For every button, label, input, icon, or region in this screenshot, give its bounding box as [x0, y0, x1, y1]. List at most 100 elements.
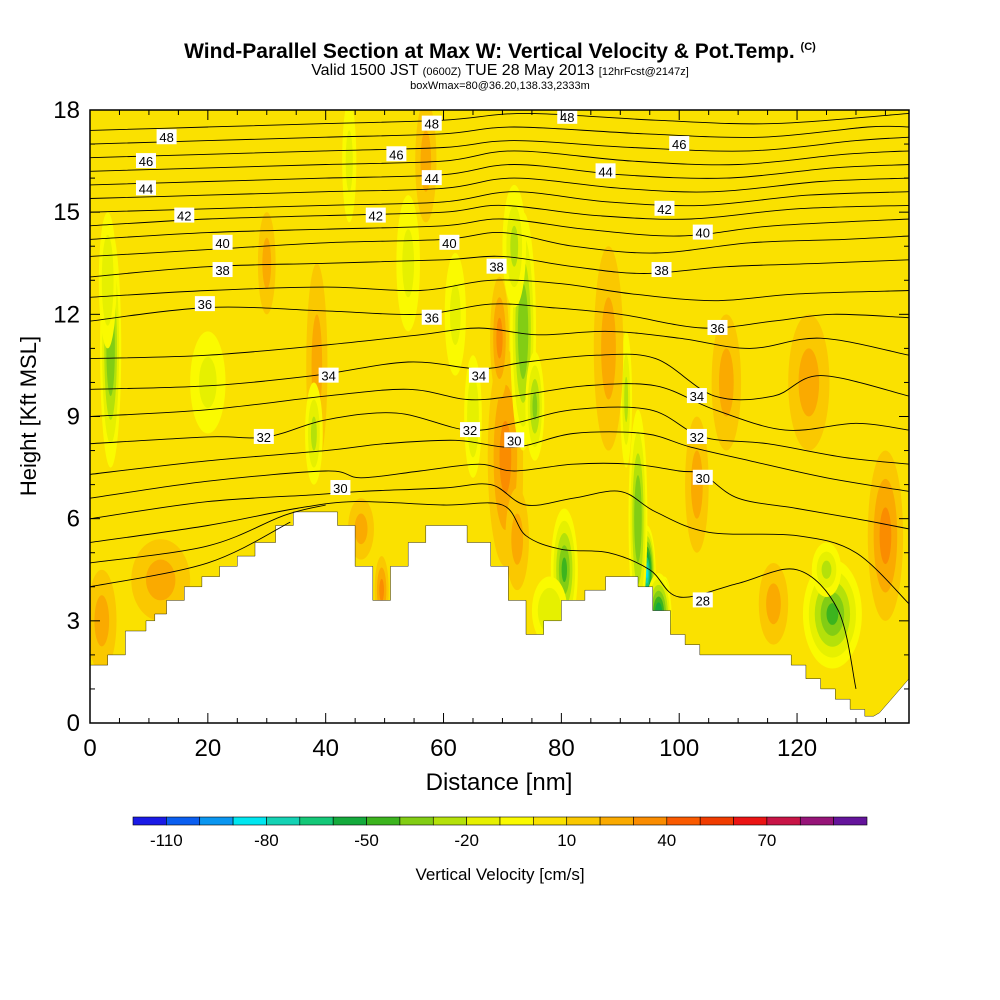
y-axis-label: Height [Kft MSL] [16, 336, 41, 496]
theta-contour [90, 112, 909, 131]
colorbar-tick-label: -50 [354, 831, 379, 850]
contour-label-bg [135, 180, 156, 196]
contour-label: 40 [442, 236, 456, 251]
contour-label: 40 [215, 236, 229, 251]
contour-label-bg [707, 319, 728, 335]
velocity-shell [354, 513, 368, 545]
colorbar-tick-label: -80 [254, 831, 279, 850]
contour-label: 44 [139, 181, 153, 196]
contour-label-bg [421, 309, 442, 325]
contour-label: 34 [321, 369, 335, 384]
contour-label: 30 [696, 471, 710, 486]
velocity-shell [601, 297, 616, 400]
velocity-cell [190, 331, 226, 434]
theta-contour [90, 483, 909, 605]
contour-label-bg [421, 170, 442, 186]
velocity-shell [379, 578, 385, 602]
chart-title-block: Wind-Parallel Section at Max W: Vertical… [0, 36, 1000, 93]
theta-contour [90, 327, 909, 360]
velocity-shell [718, 348, 734, 417]
colorbar-swatch [332, 816, 367, 826]
contour-label-bg [439, 234, 460, 250]
velocity-cell [593, 246, 624, 451]
velocity-shell [145, 559, 176, 601]
theta-contour [90, 504, 326, 564]
contour-label-bg [486, 258, 507, 274]
colorbar-swatch [833, 816, 868, 826]
x-tick-label: 60 [430, 735, 457, 762]
colorbar-swatch [799, 816, 834, 826]
velocity-shell [821, 560, 832, 579]
contour-label: 38 [215, 263, 229, 278]
contour-label-bg [212, 234, 233, 250]
velocity-shell [499, 421, 512, 494]
contour-label: 32 [690, 430, 704, 445]
x-tick-label: 20 [194, 735, 221, 762]
contour-label: 34 [690, 389, 704, 404]
theta-contour [90, 204, 909, 227]
contour-label-bg [692, 469, 713, 485]
colorbar-swatch [633, 816, 668, 826]
contour-label: 32 [257, 430, 271, 445]
velocity-cell [90, 569, 117, 672]
velocity-shell [826, 603, 839, 625]
contour-label-bg [135, 153, 156, 169]
colorbar-swatch [199, 816, 234, 826]
contour-label: 42 [369, 209, 383, 224]
theta-contour [90, 218, 909, 240]
contour-label-bg [253, 428, 274, 444]
velocity-shell [310, 416, 317, 451]
velocity-cell [628, 409, 648, 628]
velocity-cell [396, 195, 420, 332]
theta-contour [90, 232, 909, 257]
terrain-outline [90, 511, 909, 723]
colorbar-swatch [699, 816, 734, 826]
y-tick-label: 12 [53, 301, 80, 328]
colorbar-tick-label: -110 [150, 831, 183, 850]
colorbar-swatch [533, 816, 568, 826]
colorbar-swatch [599, 816, 634, 826]
colorbar-swatch [232, 816, 267, 826]
velocity-cell [342, 110, 357, 223]
contour-label: 28 [696, 593, 710, 608]
velocity-shell [624, 376, 629, 423]
y-tick-label: 9 [67, 404, 80, 431]
contour-label: 30 [333, 481, 347, 496]
colorbar-swatch [299, 816, 334, 826]
contour-label-bg [692, 592, 713, 608]
y-tick-label: 6 [67, 506, 80, 533]
velocity-cell [305, 382, 323, 485]
contour-label-bg [421, 115, 442, 131]
velocity-shell [520, 307, 526, 356]
colorbar-swatch [466, 816, 501, 826]
theta-contour [90, 303, 909, 329]
colorbar-swatch [666, 816, 701, 826]
velocity-cell [490, 276, 509, 400]
contour-label-bg [174, 207, 195, 223]
colorbar-swatch [432, 816, 467, 826]
velocity-shell [450, 283, 461, 345]
theta-contour [90, 177, 909, 199]
contour-label: 48 [560, 110, 574, 125]
velocity-cell [98, 212, 117, 349]
velocity-shell [199, 356, 217, 408]
contour-label: 36 [710, 321, 724, 336]
velocity-shell [766, 583, 781, 625]
theta-contour [90, 383, 909, 431]
contour-label-bg [468, 367, 489, 383]
contour-label: 42 [177, 209, 191, 224]
contour-label: 40 [696, 226, 710, 241]
y-tick-label: 18 [53, 97, 80, 124]
contour-label-bg [595, 163, 616, 179]
contour-label-bg [686, 428, 707, 444]
contour-label-bg [330, 480, 351, 496]
colorbar: -110 -80 -50 -20 10 40 70 [132, 816, 868, 850]
contour-label-bg [504, 432, 525, 448]
velocity-shell [510, 225, 519, 267]
contour-label: 30 [507, 433, 521, 448]
contour-label: 38 [489, 260, 503, 275]
velocity-shell [879, 507, 892, 565]
y-tick-label: 15 [53, 199, 80, 226]
